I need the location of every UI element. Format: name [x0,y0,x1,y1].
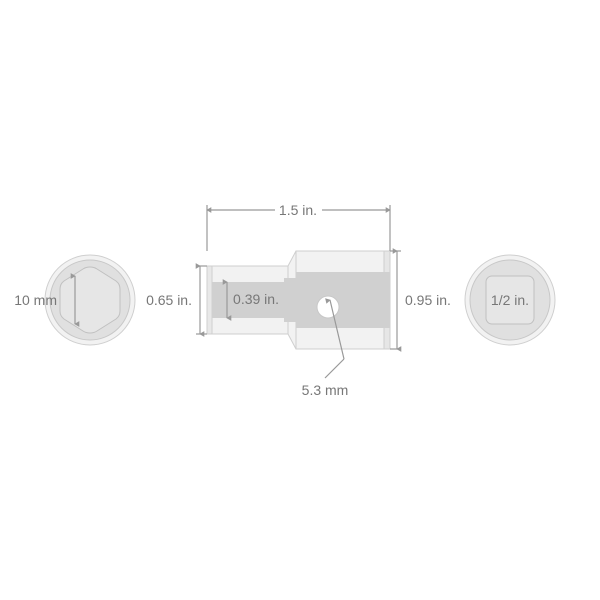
hex-size-label: 10 mm [14,292,57,308]
dim-overall-length: 1.5 in. [207,202,390,251]
left-end-view: 10 mm [14,255,135,345]
socket-dimension-diagram: 10 mm 1/2 in. 1.5 in. [0,0,600,600]
overall-length-label: 1.5 in. [279,202,317,218]
large-dia-label: 0.95 in. [405,292,451,308]
right-end-view: 1/2 in. [465,255,555,345]
detent-dia-label: 5.3 mm [302,382,349,398]
dim-large-diameter: 0.95 in. [390,251,451,349]
inner-dia-label: 0.39 in. [233,291,279,307]
square-drive-label: 1/2 in. [491,292,529,308]
detent-hole [317,296,339,318]
dim-small-diameter: 0.65 in. [146,266,207,334]
small-dia-label: 0.65 in. [146,292,192,308]
